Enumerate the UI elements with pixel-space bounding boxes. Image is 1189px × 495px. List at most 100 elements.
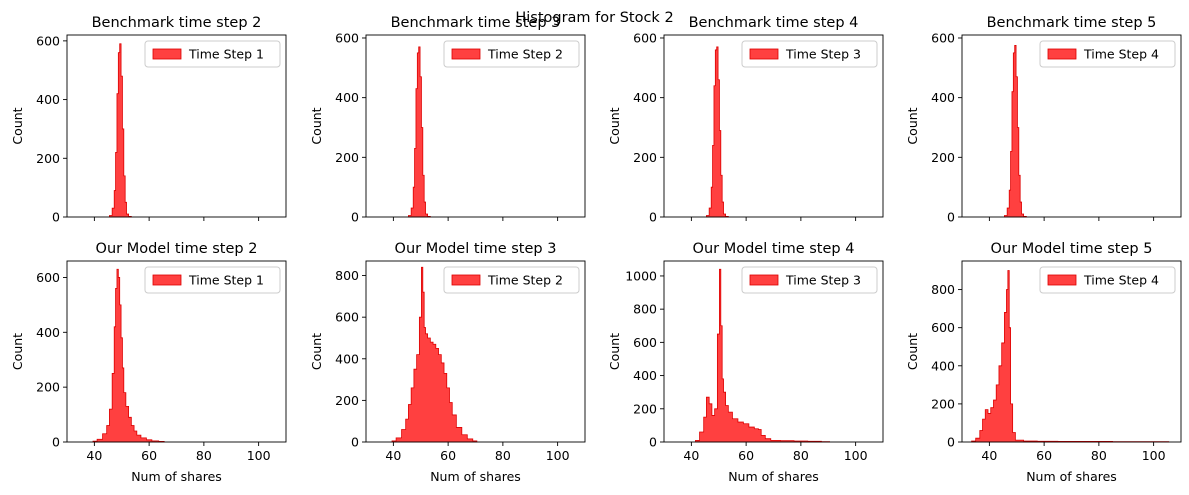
y-tick-label: 800 xyxy=(633,302,657,317)
panel-title: Benchmark time step 5 xyxy=(987,15,1157,31)
x-tick-label: 40 xyxy=(683,448,699,463)
x-tick-label: 80 xyxy=(1091,448,1107,463)
legend-swatch xyxy=(451,48,481,60)
y-tick-label: 400 xyxy=(335,351,359,366)
y-tick-label: 0 xyxy=(351,210,359,225)
y-tick-label: 0 xyxy=(947,210,955,225)
legend-swatch xyxy=(1047,274,1077,286)
legend-box xyxy=(741,266,878,294)
y-tick-label: 600 xyxy=(633,335,657,350)
legend: Time Step 2 xyxy=(443,266,580,294)
y-tick-label: 200 xyxy=(335,393,359,408)
legend: Time Step 4 xyxy=(1039,40,1176,68)
x-tick-label: 100 xyxy=(1142,448,1166,463)
legend-box xyxy=(443,266,580,294)
histogram-panel-4: 0 200 400 600 Benchmark time step 5 Count Time… xyxy=(905,15,1182,225)
y-tick-label: 400 xyxy=(36,92,60,107)
x-tick-label: 100 xyxy=(247,448,271,463)
legend: Time Step 2 xyxy=(443,40,580,68)
legend-box xyxy=(443,40,580,68)
y-tick-label: 0 xyxy=(649,435,657,450)
x-tick-label: 40 xyxy=(981,448,997,463)
y-axis-label: Count xyxy=(607,333,622,370)
histogram-area xyxy=(391,266,478,443)
legend: Time Step 1 xyxy=(144,40,281,68)
histogram-area xyxy=(109,43,132,218)
legend: Time Step 3 xyxy=(741,40,878,68)
axes-frame xyxy=(365,34,586,218)
legend-box xyxy=(741,40,878,68)
panel-title: Benchmark time step 3 xyxy=(391,15,561,31)
y-tick-label: 200 xyxy=(36,151,60,166)
legend-swatch xyxy=(749,48,779,60)
panel-title: Our Model time step 2 xyxy=(96,241,258,257)
legend-swatch xyxy=(451,274,481,286)
legend: Time Step 1 xyxy=(144,266,281,294)
axes-frame xyxy=(365,260,586,443)
y-tick-label: 800 xyxy=(931,282,955,297)
histogram-panel-7: 0 200 400 600 800 1000 40 60 80 100 Our Model time… xyxy=(607,241,884,484)
y-tick-label: 800 xyxy=(335,268,359,283)
y-tick-label: 600 xyxy=(36,270,60,285)
histogram-panel-6: 0 200 400 600 800 40 60 80 100 Our Model time ste… xyxy=(309,241,586,484)
panel-title: Benchmark time step 2 xyxy=(92,15,262,31)
panel-title: Our Model time step 3 xyxy=(395,241,557,257)
x-tick-label: 40 xyxy=(385,448,401,463)
histogram-area xyxy=(1004,45,1027,218)
figure-suptitle: Histogram for Stock 2 xyxy=(515,10,673,26)
legend-swatch xyxy=(1047,48,1077,60)
x-tick-label: 40 xyxy=(86,448,102,463)
legend-label: Time Step 2 xyxy=(487,273,563,288)
panel-title: Benchmark time step 4 xyxy=(689,15,859,31)
histogram-area xyxy=(706,46,729,218)
panel-title: Our Model time step 5 xyxy=(991,241,1153,257)
x-tick-label: 60 xyxy=(141,448,157,463)
x-axis-label: Num of shares xyxy=(131,469,222,484)
legend-box xyxy=(144,266,281,294)
axes-frame xyxy=(663,260,884,443)
x-tick-label: 60 xyxy=(1036,448,1052,463)
y-tick-label: 200 xyxy=(633,401,657,416)
x-tick-label: 80 xyxy=(793,448,809,463)
x-tick-label: 60 xyxy=(440,448,456,463)
y-tick-label: 400 xyxy=(36,325,60,340)
axes-frame xyxy=(961,260,1182,443)
histogram-panel-5: 0 200 400 600 40 60 80 100 Our Model time step 2… xyxy=(10,241,287,484)
x-axis-label: Num of shares xyxy=(1026,469,1117,484)
legend-label: Time Step 1 xyxy=(188,273,264,288)
y-tick-label: 0 xyxy=(52,435,60,450)
y-tick-label: 200 xyxy=(931,396,955,411)
y-tick-label: 600 xyxy=(633,30,657,45)
y-tick-label: 200 xyxy=(931,150,955,165)
y-tick-label: 0 xyxy=(52,210,60,225)
y-tick-label: 600 xyxy=(36,33,60,48)
legend: Time Step 3 xyxy=(741,266,878,294)
histogram-area xyxy=(92,268,165,443)
legend-box xyxy=(1039,40,1176,68)
y-axis-label: Count xyxy=(10,333,25,370)
histogram-area xyxy=(695,268,831,443)
axes-frame xyxy=(66,34,287,218)
legend: Time Step 4 xyxy=(1039,266,1176,294)
y-tick-label: 400 xyxy=(633,90,657,105)
legend-label: Time Step 3 xyxy=(785,273,861,288)
legend-label: Time Step 4 xyxy=(1083,273,1159,288)
y-tick-label: 400 xyxy=(931,358,955,373)
y-axis-label: Count xyxy=(607,107,622,144)
x-tick-label: 100 xyxy=(844,448,868,463)
histogram-panel-1: 0 200 400 600 Benchmark time step 2 Count Time… xyxy=(10,15,287,225)
histogram-panel-8: 0 200 400 600 800 40 60 80 100 Our Model time ste… xyxy=(905,241,1182,484)
x-tick-label: 80 xyxy=(495,448,511,463)
y-tick-label: 600 xyxy=(335,310,359,325)
y-tick-label: 600 xyxy=(931,320,955,335)
y-tick-label: 0 xyxy=(351,435,359,450)
y-tick-label: 200 xyxy=(36,380,60,395)
legend-swatch xyxy=(152,48,182,60)
histogram-area xyxy=(408,46,431,218)
x-tick-label: 60 xyxy=(738,448,754,463)
y-axis-label: Count xyxy=(905,107,920,144)
x-axis-label: Num of shares xyxy=(728,469,819,484)
y-axis-label: Count xyxy=(309,107,324,144)
